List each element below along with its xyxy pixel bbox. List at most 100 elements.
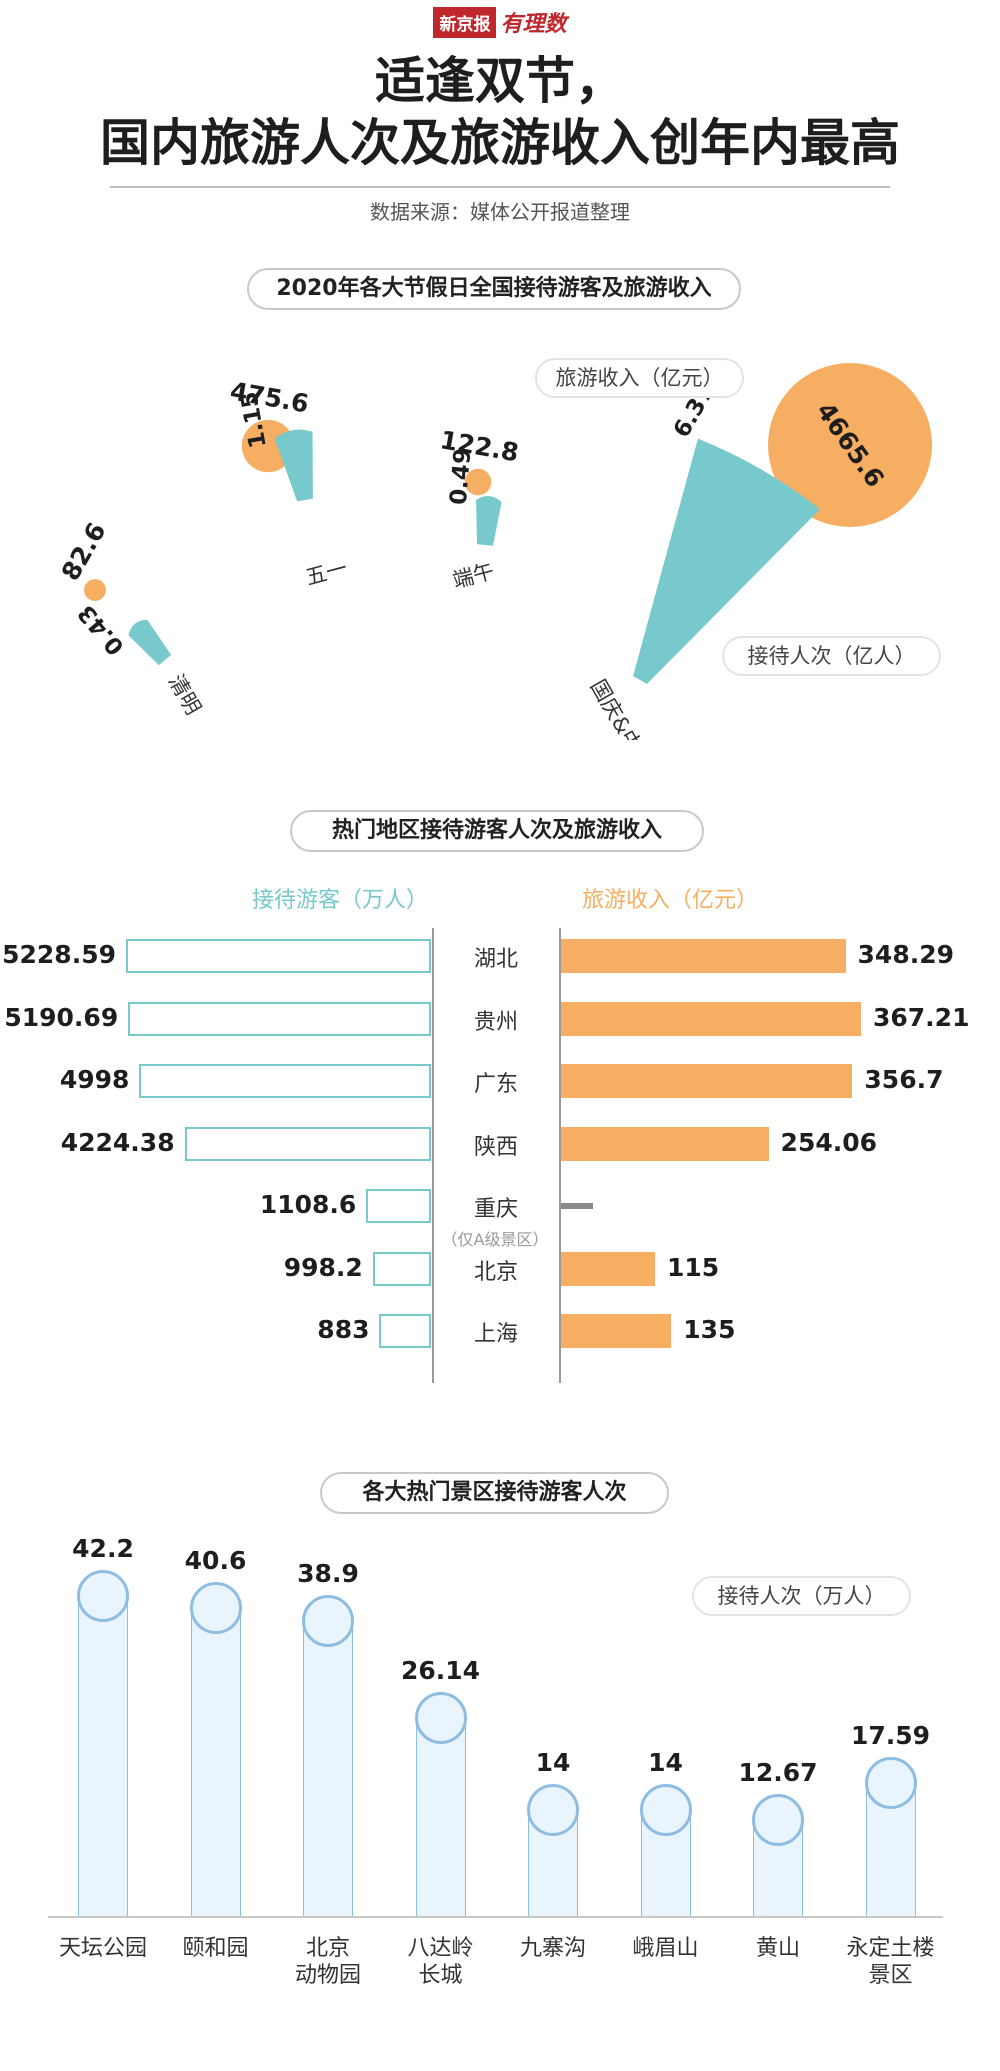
- scenic-bubble-2: [302, 1595, 354, 1648]
- scenic-name-5-0: 峨眉山: [632, 1936, 699, 1961]
- income-label-0: 82.6: [56, 518, 112, 586]
- scenic-name-1-0: 颐和园: [182, 1936, 249, 1961]
- section1-title: 2020年各大节假日全国接待游客及旅游收入: [247, 268, 741, 310]
- income-bar-missing-4: [561, 1203, 593, 1209]
- scenic-name-3-1: 长城: [418, 1963, 463, 1988]
- scenic-bubble-3: [414, 1691, 467, 1744]
- visitor-value-6: 883: [317, 1315, 370, 1344]
- income-value-2: 356.7: [864, 1065, 944, 1094]
- scenic-bubble-6: [752, 1793, 804, 1846]
- visitor-bar-0: [128, 619, 172, 666]
- scenic-value-3: 26.14: [400, 1655, 481, 1685]
- scenic-name-6-0: 黄山: [755, 1936, 800, 1961]
- chongqing-note: （仅A级景区）: [441, 1230, 549, 1249]
- page-title-line2: 国内旅游人次及旅游收入创年内最高: [100, 114, 900, 172]
- right-axis-line: [559, 928, 561, 1383]
- visitor-label-2: 0.49: [446, 447, 477, 506]
- scenic-bar-0: [78, 1596, 128, 1917]
- scenic-value-0: 42.2: [72, 1534, 134, 1563]
- scenic-value-6: 12.67: [738, 1757, 818, 1787]
- visitor-value-1: 5190.69: [4, 1002, 119, 1032]
- scenic-name-7-1: 景区: [868, 1963, 913, 1988]
- visitor-value-3: 4224.38: [60, 1127, 175, 1157]
- visitor-sector-2: 0.49: [446, 447, 502, 546]
- scenic-name-3-0: 八达岭: [407, 1936, 474, 1961]
- brand-logo-script: 有理数: [500, 11, 567, 37]
- visitor-bar-region-5: [372, 1251, 431, 1286]
- region-name-4: 重庆: [473, 1197, 518, 1222]
- visitor-value-4: 1108.6: [259, 1190, 357, 1219]
- scenic-value-7: 17.59: [850, 1720, 931, 1750]
- legend-visitors: 接待人次（亿人）: [722, 636, 941, 676]
- scenic-name-2-1: 动物园: [294, 1963, 361, 1988]
- region-right-header: 旅游收入（亿元）: [581, 888, 758, 913]
- legend-scenic: 接待人次（万人）: [692, 1576, 911, 1616]
- visitor-bar-region-0: [126, 939, 431, 973]
- section3-title: 各大热门景区接待游客人次: [320, 1472, 669, 1514]
- income-bar-region-1: [561, 1001, 861, 1036]
- scenic-name-0-0: 天坛公园: [58, 1936, 147, 1961]
- scenic-bar-2: [303, 1621, 353, 1917]
- scenic-bubble-0: [77, 1570, 129, 1622]
- scenic-baseline: [48, 1916, 943, 1918]
- visitor-bar-region-2: [139, 1064, 431, 1098]
- holiday-name-3: 国庆&中秋: [586, 676, 657, 741]
- scenic-bubble-7: [864, 1756, 917, 1809]
- scenic-bar-1: [190, 1608, 241, 1917]
- brand-logo-box: 新京报: [433, 6, 497, 38]
- visitor-bar-region-6: [379, 1314, 431, 1348]
- income-circle-2: [464, 468, 492, 496]
- scenic-name-7-0: 永定土楼: [846, 1936, 935, 1961]
- visitor-bar-3: [633, 438, 821, 684]
- region-left-header: 接待游客（万人）: [251, 888, 428, 913]
- income-circle-3: [768, 363, 932, 527]
- income-bar-region-3: [561, 1126, 769, 1161]
- scenic-name-2-0: 北京: [305, 1936, 350, 1961]
- scenic-value-2: 38.9: [297, 1559, 359, 1589]
- visitor-sector-1: 1.15: [236, 390, 313, 502]
- income-circle-1: [241, 419, 295, 473]
- income-value-3: 254.06: [780, 1127, 878, 1157]
- income-bar-region-5: [561, 1251, 655, 1286]
- scenic-value-5: 14: [648, 1747, 683, 1777]
- page-title-line1: 适逢双节，: [375, 52, 625, 110]
- visitor-bar-region-4: [366, 1189, 431, 1223]
- income-value-6: 135: [683, 1315, 736, 1344]
- income-value-1: 367.21: [873, 1002, 970, 1032]
- visitor-bar-region-1: [128, 1001, 431, 1036]
- scenic-value-1: 40.6: [184, 1546, 247, 1576]
- income-value-0: 348.29: [857, 940, 955, 969]
- scenic-bubble-5: [639, 1783, 692, 1836]
- income-value-5: 115: [666, 1252, 720, 1282]
- region-name-0: 湖北: [473, 947, 518, 972]
- income-bar-region-6: [561, 1314, 672, 1348]
- income-bar-region-2: [561, 1064, 853, 1098]
- visitor-label-0: 0.43: [73, 600, 129, 660]
- income-bar-region-0: [561, 939, 846, 973]
- section2-title: 热门地区接待游客人次及旅游收入: [290, 810, 704, 852]
- scenic-name-4-0: 九寨沟: [519, 1936, 586, 1961]
- region-name-2: 广东: [473, 1072, 518, 1097]
- holiday-name-1: 五一: [303, 556, 350, 590]
- scenic-bubble-4: [527, 1783, 579, 1836]
- region-name-6: 上海: [473, 1322, 518, 1347]
- visitor-value-5: 998.2: [283, 1252, 363, 1282]
- region-name-3: 陕西: [473, 1134, 518, 1160]
- visitor-bar-region-3: [184, 1126, 431, 1161]
- title-divider: [110, 186, 890, 188]
- visitor-value-0: 5228.59: [2, 940, 116, 969]
- region-name-5: 北京: [473, 1259, 518, 1285]
- region-name-1: 贵州: [473, 1009, 518, 1035]
- legend-income: 旅游收入（亿元）: [535, 358, 744, 398]
- holiday-chart: 82.60.43清明475.61.15五一122.80.49端午4665.66.…: [56, 363, 932, 741]
- scenic-bar-3: [415, 1717, 466, 1917]
- scenic-bubble-1: [189, 1582, 242, 1635]
- left-axis-line: [432, 928, 434, 1383]
- visitor-bar-2: [476, 496, 502, 546]
- holiday-name-2: 端午: [450, 559, 497, 593]
- scenic-value-4: 14: [535, 1747, 571, 1777]
- holiday-name-0: 清明: [164, 671, 206, 719]
- income-circle-0: [84, 579, 106, 601]
- brand-logo: 新京报 有理数: [0, 6, 1000, 38]
- visitor-bar-1: [274, 429, 313, 502]
